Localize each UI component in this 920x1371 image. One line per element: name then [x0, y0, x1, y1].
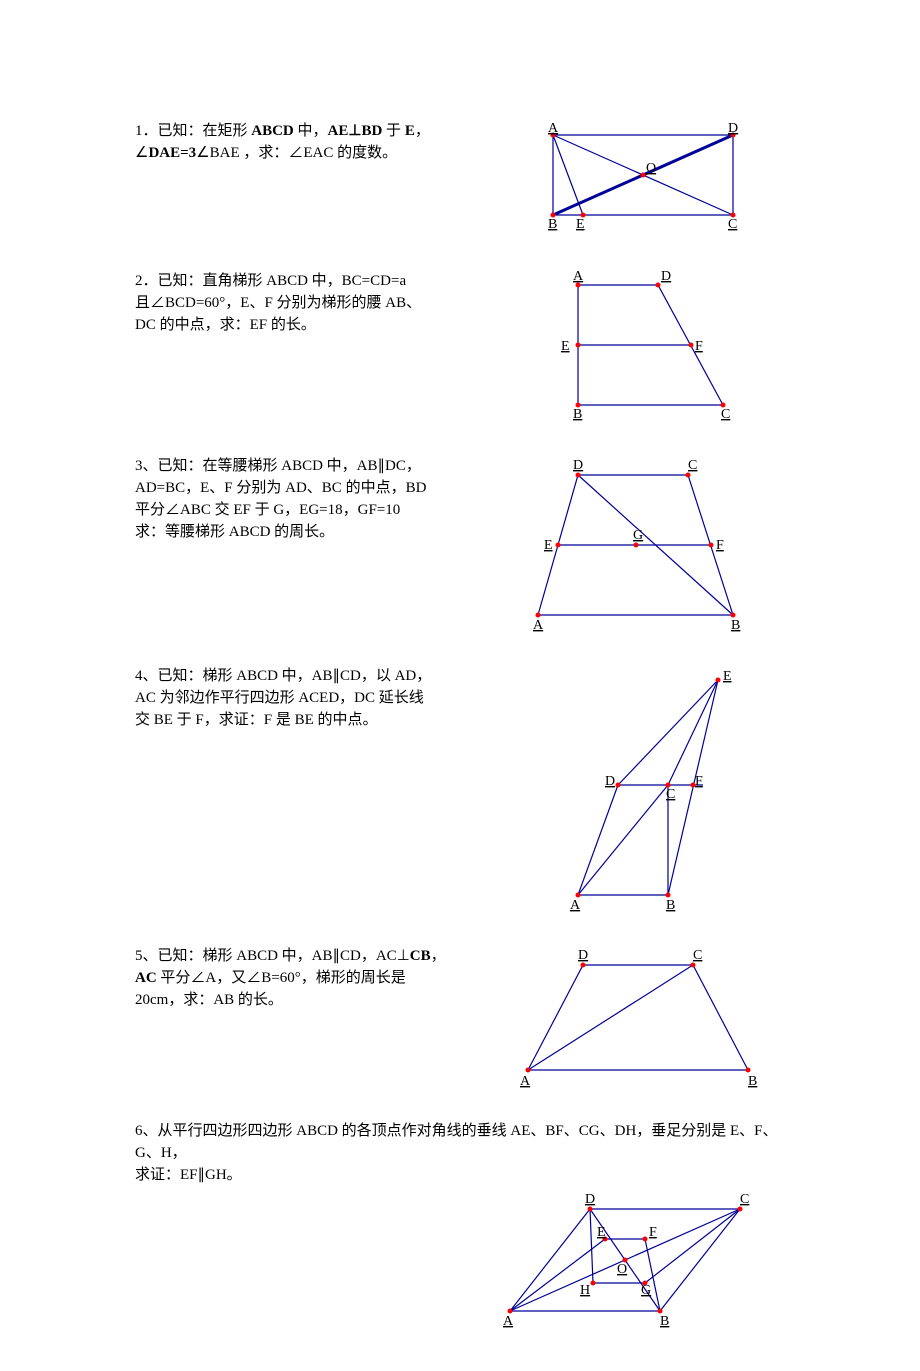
problem-5-text: 5、已知：梯形 ABCD 中，AB∥CD，AC⊥CB， AC 平分∠A，又∠B=… [135, 945, 490, 1011]
figure-3-svg: D C A B E F G [518, 455, 768, 635]
figure-2: A D B C E F [490, 270, 795, 425]
p3-l2: AD=BC，E、F 分别为 AD、BC 的中点，BD [135, 477, 480, 499]
problem-1-text: 1．已知：在矩形 ABCD 中，AE⊥BD 于 E， ∠DAE=3∠BAE ，求… [135, 120, 490, 164]
svg-text:F: F [649, 1225, 657, 1240]
problem-2: 2．已知：直角梯形 ABCD 中，BC=CD=a 且∠BCD=60°，E、F 分… [135, 270, 795, 425]
svg-text:B: B [731, 618, 740, 633]
figure-1-svg: A D B C O E [528, 120, 758, 240]
p6-l2: 求证：EF∥GH。 [135, 1164, 795, 1186]
p4-l3: 交 BE 于 F，求证：F 是 BE 的中点。 [135, 709, 480, 731]
svg-text:F: F [695, 339, 703, 354]
p1-l2-a: ∠ [135, 145, 148, 161]
p4-l1: 4、已知：梯形 ABCD 中，AB∥CD，以 AD， [135, 665, 480, 687]
figure-6-container: D C A B O E F H G [135, 1191, 795, 1331]
p5-l1-b: CB [410, 948, 431, 964]
svg-text:C: C [693, 948, 702, 963]
svg-text:O: O [646, 161, 656, 176]
svg-text:C: C [728, 217, 737, 232]
svg-text:D: D [578, 948, 588, 963]
svg-text:D: D [728, 121, 738, 136]
svg-text:F: F [716, 538, 724, 553]
svg-text:E: E [597, 1225, 606, 1240]
svg-text:A: A [573, 270, 584, 284]
p5-l1-a: 5、已知：梯形 ABCD 中，AB∥CD，AC⊥ [135, 948, 410, 964]
svg-text:A: A [503, 1314, 514, 1329]
svg-text:C: C [721, 407, 730, 422]
p1-l1-c: 中， [294, 123, 328, 139]
p5-l1-c: ， [431, 948, 446, 964]
p2-l2: 且∠BCD=60°，E、F 分别为梯形的腰 AB、 [135, 292, 480, 314]
figure-6-svg: D C A B O E F H G [485, 1191, 775, 1331]
svg-text:H: H [580, 1283, 590, 1298]
problem-2-text: 2．已知：直角梯形 ABCD 中，BC=CD=a 且∠BCD=60°，E、F 分… [135, 270, 490, 336]
problem-5: 5、已知：梯形 ABCD 中，AB∥CD，AC⊥CB， AC 平分∠A，又∠B=… [135, 945, 795, 1090]
svg-text:A: A [570, 898, 581, 913]
svg-text:B: B [660, 1314, 669, 1329]
problem-4: 4、已知：梯形 ABCD 中，AB∥CD，以 AD， AC 为邻边作平行四边形 … [135, 665, 795, 915]
svg-text:G: G [641, 1283, 651, 1298]
p6-l1: 6、从平行四边形四边形 ABCD 的各顶点作对角线的垂线 AE、BF、CG、DH… [135, 1120, 795, 1164]
svg-text:B: B [748, 1074, 757, 1089]
p4-l2: AC 为邻边作平行四边形 ACED，DC 延长线 [135, 687, 480, 709]
svg-text:E: E [561, 339, 570, 354]
p1-l1-e: 于 [382, 123, 405, 139]
svg-text:B: B [548, 217, 557, 232]
figure-3: D C A B E F G [490, 455, 795, 635]
p1-l1-f: E [405, 123, 415, 139]
svg-text:B: B [573, 407, 582, 422]
problem-3-text: 3、已知：在等腰梯形 ABCD 中，AB∥DC， AD=BC，E、F 分别为 A… [135, 455, 490, 543]
svg-text:O: O [617, 1262, 627, 1277]
p1-l1-g: ， [415, 123, 430, 139]
figure-4: E D C F A B [490, 665, 795, 915]
svg-text:C: C [666, 787, 675, 802]
svg-text:C: C [740, 1192, 749, 1207]
p3-l1: 3、已知：在等腰梯形 ABCD 中，AB∥DC， [135, 455, 480, 477]
svg-text:D: D [605, 774, 615, 789]
figure-2-svg: A D B C E F [543, 270, 743, 425]
svg-text:G: G [633, 528, 643, 543]
figure-4-svg: E D C F A B [543, 665, 743, 915]
p2-l3: DC 的中点，求：EF 的长。 [135, 314, 480, 336]
svg-text:D: D [585, 1192, 595, 1207]
p1-l2-b: DAE=3 [148, 145, 196, 161]
p1-l1-b: ABCD [251, 123, 294, 139]
svg-text:A: A [548, 121, 559, 136]
svg-text:E: E [544, 538, 553, 553]
problem-4-text: 4、已知：梯形 ABCD 中，AB∥CD，以 AD， AC 为邻边作平行四边形 … [135, 665, 490, 731]
p5-l2-a: AC [135, 970, 157, 986]
svg-text:D: D [573, 458, 583, 473]
figure-5-svg: D C A B [508, 945, 778, 1090]
svg-text:E: E [576, 217, 585, 232]
svg-text:F: F [695, 774, 703, 789]
figure-1: A D B C O E [490, 120, 795, 240]
figure-5: D C A B [490, 945, 795, 1090]
svg-text:D: D [661, 270, 671, 284]
p1-l1-a: 1．已知：在矩形 [135, 123, 251, 139]
problem-3: 3、已知：在等腰梯形 ABCD 中，AB∥DC， AD=BC，E、F 分别为 A… [135, 455, 795, 635]
p5-l2-b: 平分∠A，又∠B=60°，梯形的周长是 [157, 970, 406, 986]
svg-text:E: E [723, 669, 732, 684]
p2-l1: 2．已知：直角梯形 ABCD 中，BC=CD=a [135, 270, 480, 292]
p1-l1-d: AE⊥BD [328, 123, 383, 139]
problem-1: 1．已知：在矩形 ABCD 中，AE⊥BD 于 E， ∠DAE=3∠BAE ，求… [135, 120, 795, 240]
svg-text:C: C [688, 458, 697, 473]
svg-text:B: B [666, 898, 675, 913]
p3-l4: 求：等腰梯形 ABCD 的周长。 [135, 521, 480, 543]
problem-6: 6、从平行四边形四边形 ABCD 的各顶点作对角线的垂线 AE、BF、CG、DH… [135, 1120, 795, 1186]
p5-l3: 20cm，求：AB 的长。 [135, 989, 480, 1011]
svg-text:A: A [520, 1074, 531, 1089]
svg-text:A: A [533, 618, 544, 633]
p1-l2-c: ∠BAE ，求：∠EAC 的度数。 [196, 145, 397, 161]
p3-l3: 平分∠ABC 交 EF 于 G，EG=18，GF=10 [135, 499, 480, 521]
